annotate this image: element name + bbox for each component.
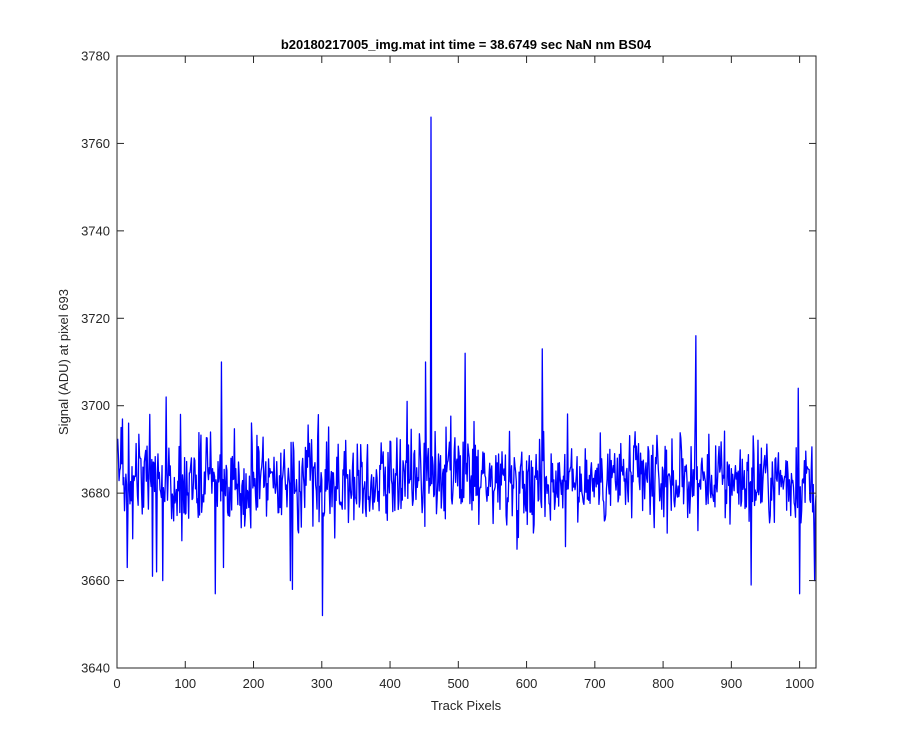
- x-tick-label: 600: [516, 676, 538, 691]
- x-tick-label: 400: [379, 676, 401, 691]
- signal-series-line: [117, 116, 817, 617]
- axes-box: [116, 55, 817, 669]
- y-tick-label: 3760: [81, 136, 110, 151]
- x-tick-label: 900: [721, 676, 743, 691]
- x-tick-label: 1000: [785, 676, 814, 691]
- x-axis-ticks: 0 100 200 300 400 500 600 700 800 900 1000: [113, 56, 814, 691]
- y-tick-label: 3740: [81, 223, 110, 238]
- y-tick-label: 3720: [81, 311, 110, 326]
- y-axis-label: Signal (ADU) at pixel 693: [56, 289, 71, 435]
- x-tick-label: 300: [311, 676, 333, 691]
- y-tick-label: 3680: [81, 486, 110, 501]
- x-tick-label: 0: [113, 676, 120, 691]
- y-tick-label: 3640: [81, 661, 110, 676]
- x-axis-label: Track Pixels: [431, 698, 502, 713]
- y-tick-label: 3780: [81, 49, 110, 64]
- chart-title: b20180217005_img.mat int time = 38.6749 …: [281, 37, 652, 52]
- y-tick-label: 3660: [81, 573, 110, 588]
- y-tick-label: 3700: [81, 398, 110, 413]
- x-tick-label: 700: [584, 676, 606, 691]
- series-layer: [117, 116, 817, 617]
- y-axis-ticks: 3640 3660 3680 3700 3720 3740 3760 3780: [81, 49, 816, 676]
- x-tick-label: 200: [243, 676, 265, 691]
- x-tick-label: 800: [652, 676, 674, 691]
- plot-area: [117, 56, 816, 668]
- x-tick-label: 100: [174, 676, 196, 691]
- x-tick-label: 500: [447, 676, 469, 691]
